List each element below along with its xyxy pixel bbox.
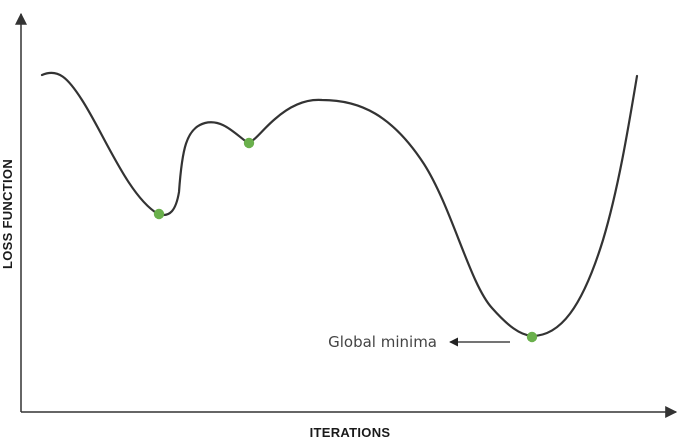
local-minimum-point — [153, 208, 165, 220]
global-minima-label: Global minima — [328, 333, 437, 351]
y-axis-label: LOSS FUNCTION — [0, 159, 15, 269]
x-axis-label: ITERATIONS — [310, 425, 391, 439]
loss-curve — [40, 71, 639, 338]
saddle-point — [243, 137, 255, 149]
global-minimum-point — [526, 331, 538, 343]
